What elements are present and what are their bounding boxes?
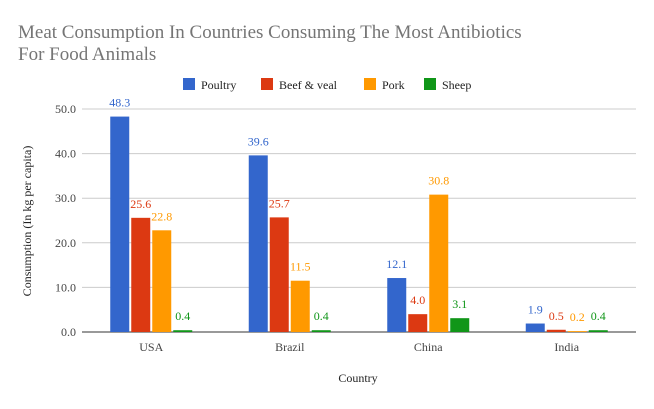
bar (248, 155, 268, 332)
y-tick-label: 30.0 (55, 191, 76, 205)
bar (588, 330, 608, 332)
data-label: 0.5 (549, 309, 564, 323)
bar (269, 217, 289, 332)
bars (110, 116, 608, 332)
bar (408, 314, 428, 332)
legend-label: Pork (382, 78, 405, 92)
data-label: 12.1 (386, 257, 407, 271)
chart-title-line-2: For Food Animals (18, 44, 156, 65)
y-tick-label: 50.0 (55, 102, 76, 116)
x-tick-label: USA (139, 340, 163, 354)
legend-swatch (364, 78, 376, 90)
chart-title-line-1: Meat Consumption In Countries Consuming … (18, 22, 522, 43)
x-tick-label: Brazil (275, 340, 305, 354)
y-axis-title: Consumption (In kg per capita) (20, 146, 34, 297)
y-tick-label: 40.0 (55, 147, 76, 161)
bar (546, 329, 566, 332)
bar (152, 230, 172, 332)
bar (311, 330, 331, 332)
legend-label: Poultry (201, 78, 236, 92)
legend-label: Sheep (442, 78, 471, 92)
data-label: 0.2 (570, 310, 585, 324)
data-label: 30.8 (428, 174, 449, 188)
x-tick-label: China (414, 340, 443, 354)
x-axis-title: Country (338, 371, 377, 385)
data-label: 0.4 (591, 309, 606, 323)
bar (131, 217, 151, 332)
legend-swatch (261, 78, 273, 90)
data-label: 4.0 (410, 293, 425, 307)
data-label: 0.4 (175, 309, 190, 323)
data-label: 1.9 (528, 303, 543, 317)
data-label: 25.7 (269, 196, 290, 210)
x-tick-label: India (554, 340, 579, 354)
data-label: 3.1 (452, 297, 467, 311)
legend-swatch (424, 78, 436, 90)
y-tick-label: 10.0 (55, 280, 76, 294)
bar (173, 330, 193, 332)
bar (387, 278, 407, 332)
legend-label: Beef & veal (279, 78, 338, 92)
x-axis-ticks: USA Brazil China India (139, 340, 580, 354)
bar (525, 323, 545, 332)
bar (110, 116, 130, 332)
y-tick-label: 20.0 (55, 236, 76, 250)
data-label: 39.6 (248, 134, 269, 148)
bar (290, 280, 310, 332)
legend: Poultry Beef & veal Pork Sheep (183, 78, 471, 92)
data-label: 25.6 (130, 197, 151, 211)
bar (450, 318, 470, 332)
data-label: 48.3 (109, 96, 130, 110)
bar (429, 194, 449, 332)
data-label: 0.4 (314, 309, 329, 323)
data-label: 22.8 (151, 209, 172, 223)
data-label: 11.5 (290, 260, 311, 274)
bar (567, 331, 587, 332)
legend-swatch (183, 78, 195, 90)
data-labels: 48.3 25.622.8 0.4 39.6 25.7 11.5 0.4 12.1 4.0 30.… (109, 96, 606, 325)
y-axis-ticks: 0.0 10.0 20.0 30.0 40.0 50.0 (55, 102, 76, 339)
y-tick-label: 0.0 (61, 325, 76, 339)
